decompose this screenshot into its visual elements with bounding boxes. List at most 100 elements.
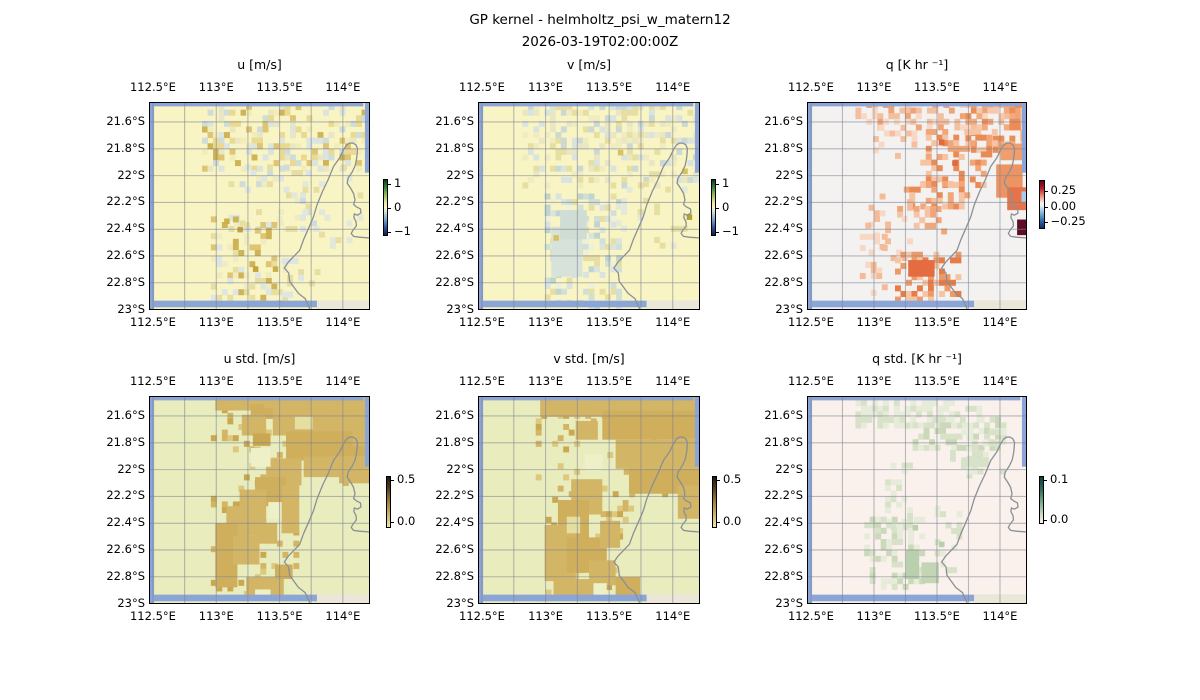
heat-cell: [885, 479, 891, 486]
heat-cell: [896, 501, 902, 508]
heat-cell: [560, 143, 567, 150]
heat-cell: [243, 272, 250, 279]
x-tick-label-bottom: 114°E: [325, 609, 361, 623]
heat-cell: [877, 422, 884, 429]
x-tick-label-top: 112.5°E: [129, 80, 176, 94]
heat-cell: [319, 181, 325, 188]
heat-cell: [260, 568, 267, 575]
heat-cell: [626, 186, 633, 193]
heat-cell: [221, 289, 228, 296]
heat-blob: [255, 589, 271, 600]
heat-cell: [278, 209, 284, 216]
heat-cell: [626, 143, 633, 150]
heat-cell: [533, 154, 540, 161]
heat-cell: [900, 262, 907, 269]
heat-cell: [951, 433, 957, 440]
heat-cell: [945, 433, 952, 440]
heat-cell: [544, 182, 551, 189]
heat-cell: [925, 134, 932, 141]
heat-cell: [290, 143, 296, 150]
heat-cell: [549, 165, 556, 172]
ocean-strip-top: [811, 396, 1021, 401]
ocean-strip-left: [807, 102, 813, 310]
heat-cell: [210, 435, 217, 442]
heat-cell: [940, 416, 946, 423]
heat-cell: [876, 273, 883, 280]
heat-cell: [906, 130, 912, 137]
heat-cell: [670, 154, 677, 161]
subplot-title-q: q [K hr ⁻¹]: [885, 57, 949, 72]
colorbar-v_std: [711, 476, 717, 528]
heat-cell: [676, 176, 683, 183]
heat-cell: [545, 516, 552, 523]
heat-cell: [221, 261, 228, 268]
heat-cell: [566, 104, 573, 111]
heat-cell: [610, 238, 617, 245]
heat-cell: [232, 244, 239, 251]
ocean-strip-bottom: [809, 594, 975, 602]
y-tick-label: 22.8°S: [764, 568, 803, 583]
heat-cell: [871, 113, 878, 120]
heat-cell: [612, 491, 619, 498]
heat-cell: [980, 170, 987, 177]
heat-cell: [568, 429, 575, 436]
heat-cell: [890, 524, 897, 531]
heat-cell: [878, 124, 885, 131]
heat-cell: [232, 255, 239, 262]
colorbar-tick-label: 0.0: [723, 514, 742, 528]
ocean-strip-left: [149, 102, 155, 310]
heat-cell: [877, 405, 884, 412]
heat-cell: [962, 422, 968, 429]
heat-cell: [893, 416, 900, 423]
heat-cell: [273, 109, 280, 116]
heat-cell: [588, 160, 595, 167]
heat-cell: [210, 294, 217, 301]
heat-cell: [566, 109, 573, 116]
heat-cell: [888, 113, 895, 120]
heat-cell: [855, 411, 862, 418]
y-tick-label: 22.6°S: [764, 541, 803, 556]
y-tick-label: 21.6°S: [106, 113, 145, 128]
heat-cell: [286, 192, 292, 199]
heat-cell: [942, 129, 949, 136]
heat-cell: [341, 164, 347, 171]
heat-cell: [899, 422, 906, 429]
heat-pixel: [252, 266, 259, 272]
heat-cell: [323, 137, 329, 144]
heat-cell: [925, 176, 932, 183]
y-tick-label: 22.6°S: [106, 541, 145, 556]
colorbar-tick-label: −0.25: [1050, 214, 1086, 228]
heat-cell: [931, 129, 938, 136]
heat-cell: [265, 261, 272, 268]
heat-cell: [884, 130, 890, 137]
heat-cell: [260, 283, 267, 290]
x-tick-label-top: 112.5°E: [787, 374, 834, 388]
heat-cell: [670, 126, 677, 133]
heat-cell: [984, 428, 990, 434]
heat-cell: [926, 411, 933, 418]
heat-cell: [1000, 439, 1007, 446]
heat-cell: [615, 137, 622, 144]
heat-cell: [874, 232, 880, 239]
heat-cell: [284, 104, 291, 111]
heat-cell: [947, 140, 954, 147]
heat-cell: [265, 429, 272, 436]
heat-cell: [256, 175, 262, 182]
heat-cell: [210, 283, 217, 290]
heat-cell: [312, 160, 318, 167]
heat-cell: [350, 148, 357, 155]
heat-cell: [906, 290, 912, 297]
heat-cell: [544, 277, 551, 284]
colorbar-tick-label: 0.0: [1050, 511, 1069, 526]
heat-cell: [885, 496, 891, 503]
heat-cell: [885, 501, 891, 508]
x-tick-label-bottom: 112.5°E: [129, 609, 176, 623]
heat-cell: [251, 165, 258, 172]
x-tick-label-top: 113.5°E: [586, 374, 633, 388]
heat-cell: [555, 283, 562, 290]
heat-cell: [950, 455, 956, 462]
y-tick-label: 22.8°S: [106, 274, 145, 289]
heat-cell: [643, 197, 650, 204]
colorbar-tick: [1043, 519, 1047, 521]
y-tick-label: 23°S: [446, 301, 474, 316]
